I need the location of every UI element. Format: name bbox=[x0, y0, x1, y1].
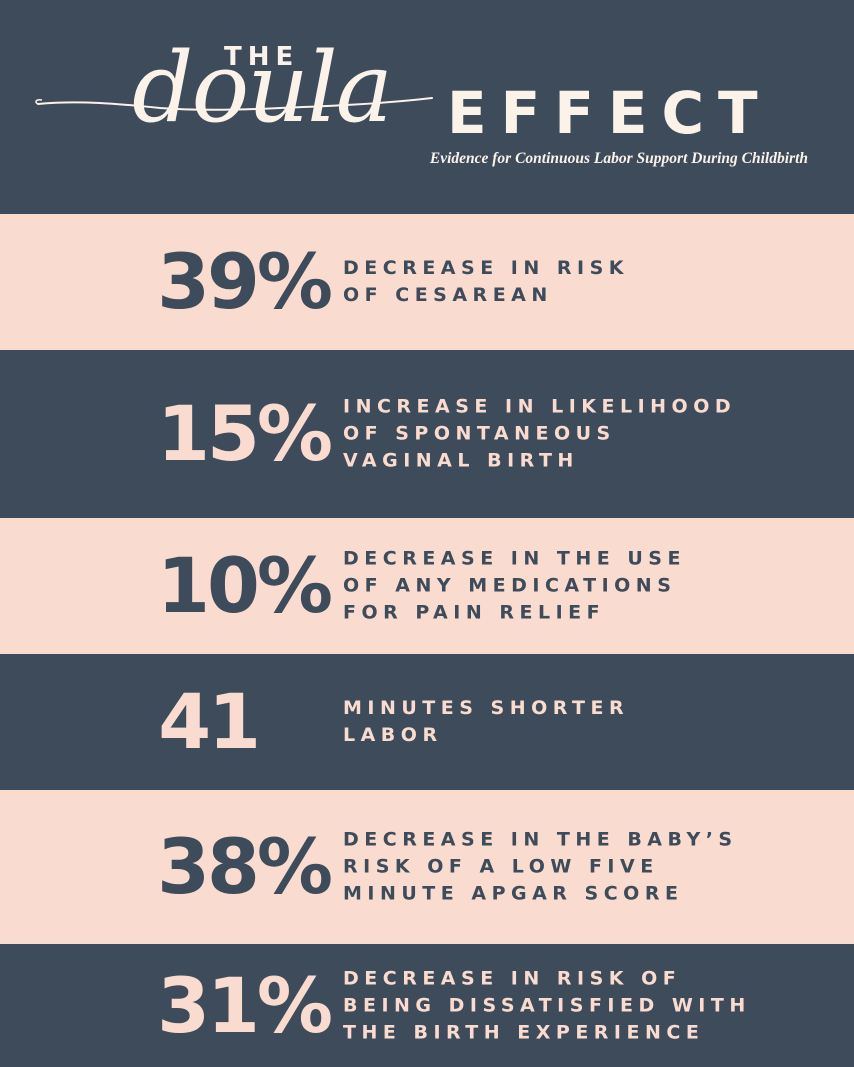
stat-description: DECREASE IN THE USE OF ANY MEDICATIONS F… bbox=[343, 546, 686, 627]
subtitle: Evidence for Continuous Labor Support Du… bbox=[429, 150, 808, 167]
stat-value: 10% bbox=[157, 541, 333, 630]
stat-description: DECREASE IN RISK OF CESAREAN bbox=[343, 255, 629, 309]
stat-line: INCREASE IN LIKELIHOOD bbox=[343, 395, 737, 418]
stat-line: VAGINAL BIRTH bbox=[343, 449, 579, 472]
stat-line: DECREASE IN RISK OF bbox=[343, 967, 682, 989]
stat-description: MINUTES SHORTER LABOR bbox=[343, 695, 629, 749]
stat-line: OF ANY MEDICATIONS bbox=[343, 574, 677, 597]
stat-value: 41 bbox=[158, 677, 261, 766]
stat-row-birth-experience: 31% DECREASE IN RISK OF BEING DISSATISFI… bbox=[0, 944, 854, 1067]
stat-line: OF CESAREAN bbox=[343, 284, 553, 306]
stat-line: FOR PAIN RELIEF bbox=[343, 601, 606, 624]
title-the: THE bbox=[224, 42, 300, 72]
stat-line: OF SPONTANEOUS bbox=[343, 422, 616, 445]
stat-line: DECREASE IN THE USE bbox=[343, 547, 686, 570]
stat-line: MINUTE APGAR SCORE bbox=[343, 882, 684, 905]
stat-row-shorter-labor: 41 MINUTES SHORTER LABOR bbox=[0, 654, 854, 790]
stat-line: LABOR bbox=[343, 724, 443, 746]
stat-description: INCREASE IN LIKELIHOOD OF SPONTANEOUS VA… bbox=[343, 394, 736, 475]
stat-line: THE BIRTH EXPERIENCE bbox=[343, 1021, 705, 1043]
stat-value: 31% bbox=[157, 960, 333, 1050]
header: THE doula EFFECT Evidence for Continuous… bbox=[0, 0, 854, 214]
calligraphy-swash-icon bbox=[35, 97, 433, 111]
stat-description: DECREASE IN RISK OF BEING DISSATISFIED W… bbox=[343, 965, 751, 1046]
stat-value: 38% bbox=[157, 822, 333, 911]
stat-line: DECREASE IN THE BABY’S bbox=[343, 828, 738, 851]
stat-description: DECREASE IN THE BABY’S RISK OF A LOW FIV… bbox=[343, 827, 738, 908]
stat-row-apgar-score: 38% DECREASE IN THE BABY’S RISK OF A LOW… bbox=[0, 790, 854, 944]
title-effect: EFFECT bbox=[447, 79, 772, 147]
stat-value: 39% bbox=[157, 237, 333, 326]
stat-value: 15% bbox=[157, 389, 333, 478]
title-doula: doula bbox=[132, 32, 393, 144]
stat-row-cesarean: 39% DECREASE IN RISK OF CESAREAN bbox=[0, 214, 854, 350]
stat-line: BEING DISSATISFIED WITH bbox=[343, 994, 751, 1016]
stat-row-pain-relief: 10% DECREASE IN THE USE OF ANY MEDICATIO… bbox=[0, 518, 854, 654]
stat-row-vaginal-birth: 15% INCREASE IN LIKELIHOOD OF SPONTANEOU… bbox=[0, 350, 854, 518]
stat-line: RISK OF A LOW FIVE bbox=[343, 855, 659, 878]
stat-line: DECREASE IN RISK bbox=[343, 257, 629, 279]
stat-line: MINUTES SHORTER bbox=[343, 697, 630, 719]
